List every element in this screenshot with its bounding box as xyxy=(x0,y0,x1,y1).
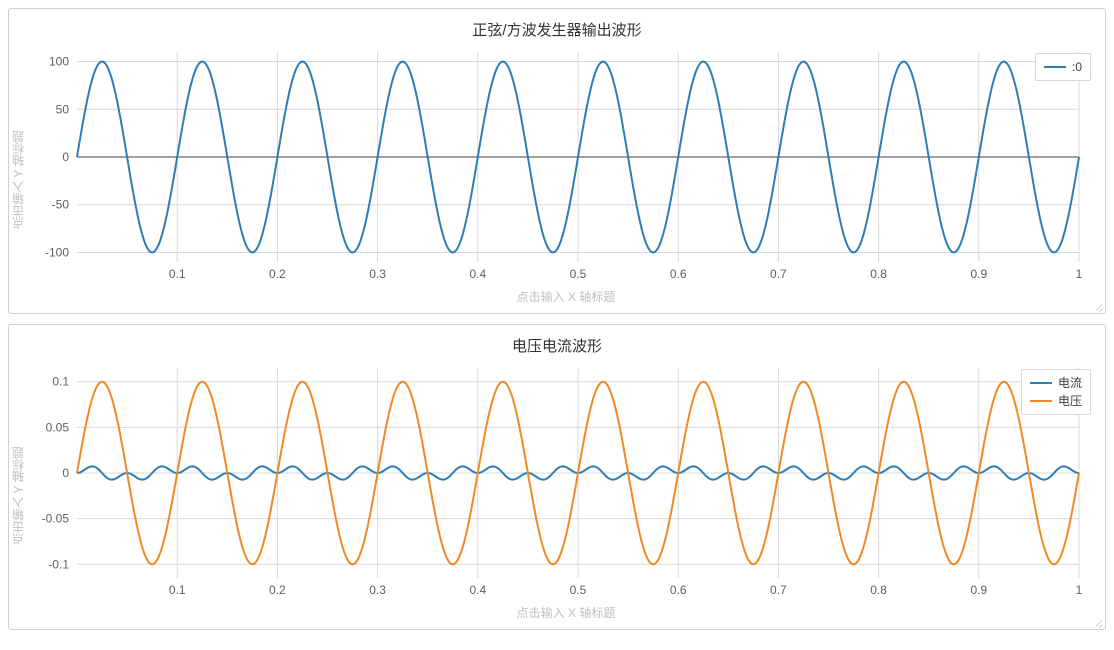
legend-label: 电流 xyxy=(1058,374,1082,392)
legend-2[interactable]: 电流 电压 xyxy=(1021,369,1091,415)
x-axis-label-2[interactable]: 点击输入 X 轴标题 xyxy=(27,600,1105,629)
plot-wrap-1: 0.1 0.2 0.3 0.4 0.5 0.6 0.7 0.8 0.9 1 -100 -50 0 50 10… xyxy=(27,46,1105,313)
svg-text:0.4: 0.4 xyxy=(469,583,486,597)
chart-body-2: 点击输入 Y 轴标题 0.1 0.2 0.3 0.4 0.5 0.6 0.7 0.8 0.9 1 -… xyxy=(9,362,1105,629)
chart-panel-1: 正弦/方波发生器输出波形 点击输入 Y 轴标题 0.10.20.30.40.50… xyxy=(8,8,1106,314)
plot-wrap-2: 0.1 0.2 0.3 0.4 0.5 0.6 0.7 0.8 0.9 1 -0.1 -0.05 0 0.… xyxy=(27,362,1105,629)
svg-text:1: 1 xyxy=(1076,583,1083,597)
chart-title-2: 电压电流波形 xyxy=(9,325,1105,362)
x-axis-label-1[interactable]: 点击输入 X 轴标题 xyxy=(27,284,1105,313)
svg-text:0.8: 0.8 xyxy=(870,267,887,281)
plot-svg-1: 0.1 0.2 0.3 0.4 0.5 0.6 0.7 0.8 0.9 1 -100 -50 0 50 10… xyxy=(27,46,1089,284)
legend-1[interactable]: :0 xyxy=(1035,53,1091,81)
svg-text:0.8: 0.8 xyxy=(870,583,887,597)
chart-body-1: 点击输入 Y 轴标题 0.1 0.2 0.3 0.4 0.5 0.6 0.7 0.8 0.9 1 -… xyxy=(9,46,1105,313)
svg-text:0.7: 0.7 xyxy=(770,583,787,597)
svg-text:0.9: 0.9 xyxy=(970,267,987,281)
svg-text:0.7: 0.7 xyxy=(770,267,787,281)
legend-label: 电压 xyxy=(1058,392,1082,410)
legend-swatch xyxy=(1030,400,1052,402)
chart-panel-2: 电压电流波形 点击输入 Y 轴标题 0.10.20.30.40.50.60.70… xyxy=(8,324,1106,630)
resize-handle-2[interactable] xyxy=(1093,617,1103,627)
svg-text:0.1: 0.1 xyxy=(169,583,186,597)
legend-swatch xyxy=(1044,66,1066,68)
resize-handle-1[interactable] xyxy=(1093,301,1103,311)
svg-text:0: 0 xyxy=(62,466,69,480)
legend-swatch xyxy=(1030,382,1052,384)
legend-label: :0 xyxy=(1072,58,1082,76)
svg-text:100: 100 xyxy=(49,55,69,69)
svg-text:0.2: 0.2 xyxy=(269,267,286,281)
svg-text:-0.05: -0.05 xyxy=(42,512,70,526)
legend-row[interactable]: 电压 xyxy=(1030,392,1082,410)
svg-text:0.9: 0.9 xyxy=(970,583,987,597)
legend-row[interactable]: 电流 xyxy=(1030,374,1082,392)
svg-text:0.1: 0.1 xyxy=(169,267,186,281)
svg-text:50: 50 xyxy=(56,102,70,116)
svg-text:0.5: 0.5 xyxy=(570,267,587,281)
svg-text:0.5: 0.5 xyxy=(570,583,587,597)
svg-text:-50: -50 xyxy=(52,198,70,212)
svg-text:0.6: 0.6 xyxy=(670,583,687,597)
svg-text:0.3: 0.3 xyxy=(369,583,386,597)
legend-row[interactable]: :0 xyxy=(1044,58,1082,76)
y-axis-label-1[interactable]: 点击输入 Y 轴标题 xyxy=(9,46,27,313)
svg-text:1: 1 xyxy=(1076,267,1083,281)
plot-svg-2: 0.1 0.2 0.3 0.4 0.5 0.6 0.7 0.8 0.9 1 -0.1 -0.05 0 0.… xyxy=(27,362,1089,600)
svg-text:0.6: 0.6 xyxy=(670,267,687,281)
svg-text:0.2: 0.2 xyxy=(269,583,286,597)
chart-title-1: 正弦/方波发生器输出波形 xyxy=(9,9,1105,46)
svg-text:-100: -100 xyxy=(45,245,69,259)
svg-text:0.1: 0.1 xyxy=(52,375,69,389)
svg-text:0.05: 0.05 xyxy=(46,420,70,434)
svg-text:-0.1: -0.1 xyxy=(48,557,69,571)
y-axis-label-2[interactable]: 点击输入 Y 轴标题 xyxy=(9,362,27,629)
svg-text:0: 0 xyxy=(62,150,69,164)
svg-text:0.4: 0.4 xyxy=(469,267,486,281)
svg-text:0.3: 0.3 xyxy=(369,267,386,281)
